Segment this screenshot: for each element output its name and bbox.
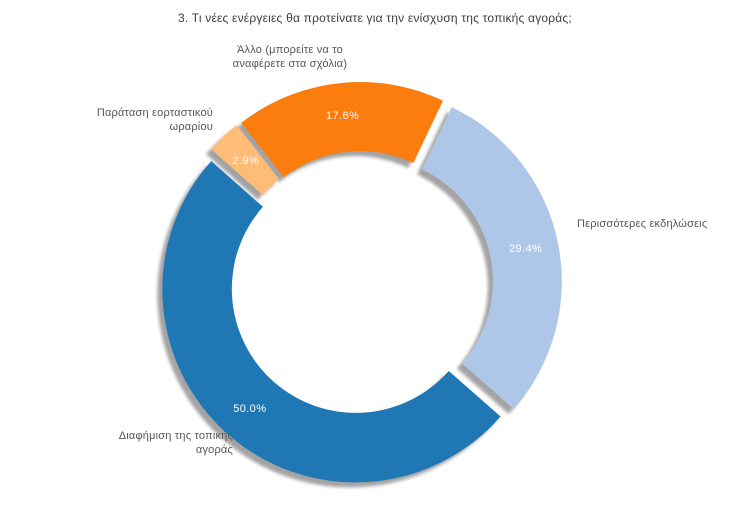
slice-value-label-0: 17.6% xyxy=(325,110,360,122)
chart-title: 3. Τι νέες ενέργειες θα προτείνατε για τ… xyxy=(178,11,572,25)
slice-value-label-3: 2.9% xyxy=(232,154,260,167)
category-label-extended-hours: Παράταση εορταστικού ωραρίου xyxy=(96,107,213,133)
slice-value-label-1: 29.4% xyxy=(508,243,543,256)
category-label-other: Άλλο (μπορείτε να το αναφέρετε στα σχόλι… xyxy=(232,44,348,70)
pie-slice-0 xyxy=(241,82,443,178)
category-label-advertising: Διαφήμιση της τοπικής αγοράς xyxy=(118,430,233,456)
pie-slice-2 xyxy=(162,160,501,483)
category-label-more-events: Περισσότερες εκδηλώσεις xyxy=(577,218,708,230)
pie-slice-3 xyxy=(211,125,280,195)
pie-slice-1 xyxy=(422,107,562,409)
slice-value-label-2: 50.0% xyxy=(233,402,267,415)
